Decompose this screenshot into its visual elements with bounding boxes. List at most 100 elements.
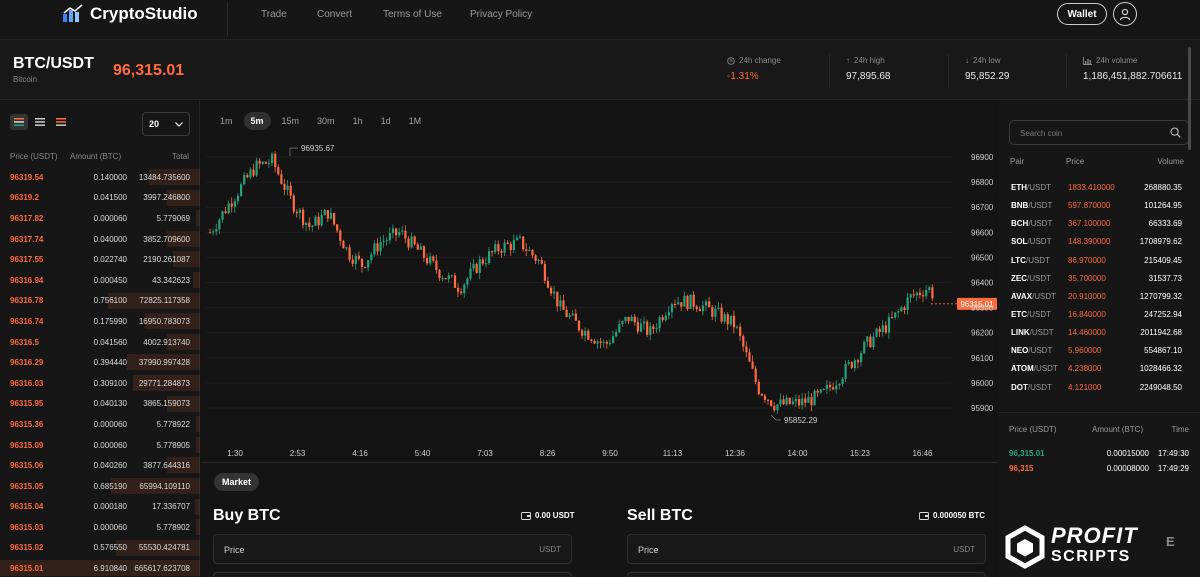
candle-body xyxy=(677,302,680,305)
view-asks-button[interactable] xyxy=(52,114,70,130)
order-book-row[interactable]: 96315.36 0.000060 5.778922 xyxy=(0,414,200,435)
coin-list-scrollbar[interactable] xyxy=(1188,47,1191,150)
coin-quote: /USDT xyxy=(1033,364,1058,374)
coin-row[interactable]: AVAX/USDT 20.910000 1270799.32 xyxy=(999,288,1200,306)
timeframe-1h[interactable]: 1h xyxy=(352,116,363,126)
candle-body xyxy=(717,307,720,309)
order-book-row[interactable]: 96316.74 0.175990 16950.783073 xyxy=(0,311,200,332)
order-book-row[interactable]: 96315.03 0.000060 5.778902 xyxy=(0,517,200,538)
candle-body xyxy=(345,247,348,249)
candle-body xyxy=(224,211,227,213)
coin-volume: 215409.45 xyxy=(1144,255,1182,265)
coin-row[interactable]: ETC/USDT 16.840000 247252.94 xyxy=(999,306,1200,324)
candle-body xyxy=(230,203,233,207)
order-type-market-tab[interactable]: Market xyxy=(214,473,260,491)
nav-convert[interactable]: Convert xyxy=(317,9,353,20)
view-both-button[interactable] xyxy=(10,114,28,130)
coin-row[interactable]: SOL/USDT 148.390000 1708979.62 xyxy=(999,233,1200,251)
order-total: 16950.783073 xyxy=(138,316,190,326)
candle-body xyxy=(782,399,785,405)
coin-row[interactable]: ZEC/USDT 35.700000 31537.73 xyxy=(999,270,1200,288)
coin-row[interactable]: BCH/USDT 367.100000 66333.69 xyxy=(999,215,1200,233)
candle-body xyxy=(630,316,633,322)
field-unit: USDT xyxy=(539,545,561,554)
order-price: 96316.94 xyxy=(10,275,44,285)
sell-amount-field[interactable] xyxy=(627,572,986,577)
order-book-row[interactable]: 96316.5 0.041560 4002.913740 xyxy=(0,332,200,353)
order-book-row[interactable]: 96319.54 0.140000 13484.735600 xyxy=(0,167,200,188)
candle-body xyxy=(556,291,559,307)
order-book-row[interactable]: 96315.06 0.040260 3877.644316 xyxy=(0,455,200,476)
candle-body xyxy=(887,317,891,333)
user-account-button[interactable] xyxy=(1113,2,1137,26)
candle-body xyxy=(429,256,432,264)
order-book-row[interactable]: 96315.05 0.685190 65994.109110 xyxy=(0,476,200,497)
order-book-row[interactable]: 96317.55 0.022740 2190.261087 xyxy=(0,249,200,270)
view-bids-button[interactable] xyxy=(31,114,49,130)
coin-row[interactable]: ATOM/USDT 4.238000 1028466.32 xyxy=(999,360,1200,378)
timeframe-15m[interactable]: 15m xyxy=(281,116,300,126)
candle-body xyxy=(407,238,410,248)
depth-bar xyxy=(132,374,200,391)
timeframe-5m[interactable]: 5m xyxy=(243,112,271,130)
order-book-row[interactable]: 96315.04 0.000180 17.336707 xyxy=(0,497,200,518)
coin-quote: /USDT xyxy=(1027,309,1051,319)
candle-body xyxy=(701,305,705,312)
stat-value: 1,186,451,882.706611 xyxy=(1083,71,1183,82)
buy-amount-field[interactable] xyxy=(213,572,572,577)
candle-body xyxy=(233,201,236,207)
wallet-button[interactable]: Wallet xyxy=(1057,3,1107,25)
coin-row[interactable]: ETH/USDT 1833.410000 268880.35 xyxy=(999,179,1200,197)
candle-body xyxy=(670,304,674,313)
coin-row[interactable]: LTC/USDT 86.970000 215409.45 xyxy=(999,252,1200,270)
candle-body xyxy=(689,294,692,310)
order-amount: 0.576550 xyxy=(93,543,127,553)
order-book-row[interactable]: 96317.82 0.000060 5.779069 xyxy=(0,208,200,229)
coin-search-input[interactable]: Search coin xyxy=(1009,120,1189,145)
nav-privacy[interactable]: Privacy Policy xyxy=(470,9,533,20)
buy-price-field[interactable]: Price USDT xyxy=(213,534,572,564)
coin-row[interactable]: LINK/USDT 14.460000 2011942.68 xyxy=(999,324,1200,342)
candle-body xyxy=(674,304,677,306)
candle-body xyxy=(608,343,612,345)
nav-trade[interactable]: Trade xyxy=(261,9,287,20)
order-total: 3877.644316 xyxy=(143,461,190,471)
order-amount: 0.756100 xyxy=(93,296,127,306)
sell-price-field[interactable]: Price USDT xyxy=(627,534,986,564)
timeframe-30m[interactable]: 30m xyxy=(317,116,335,126)
last-price: 96,315.01 xyxy=(113,62,185,79)
order-book-row[interactable]: 96316.94 0.000450 43.342623 xyxy=(0,270,200,291)
order-book-row[interactable]: 96315.01 6.910840 665617.623708 xyxy=(0,558,200,577)
y-axis-tick-label: 96900 xyxy=(971,153,994,162)
nav-terms[interactable]: Terms of Use xyxy=(383,9,442,20)
depth-bar xyxy=(0,560,200,577)
timeframe-1M[interactable]: 1M xyxy=(408,116,422,126)
candle-body xyxy=(348,247,351,260)
candlestick-chart[interactable]: 96935.67 95852.29 96315.01 96900 96800 96700 9… xyxy=(201,100,998,462)
candle-body xyxy=(559,300,562,307)
order-book-row[interactable]: 96319.2 0.041500 3997.246800 xyxy=(0,188,200,209)
order-book-row[interactable]: 96317.74 0.040000 3852.709600 xyxy=(0,229,200,250)
candle-body xyxy=(627,316,630,322)
order-price: 96315.05 xyxy=(10,481,44,491)
order-book-row[interactable]: 96315.95 0.040130 3865.159073 xyxy=(0,394,200,415)
timeframe-1m[interactable]: 1m xyxy=(220,116,233,126)
coin-row[interactable]: NEO/USDT 5.960000 554867.10 xyxy=(999,342,1200,360)
coin-symbol: LTC/USDT xyxy=(1011,255,1050,265)
depth-select[interactable]: 20 xyxy=(142,112,190,136)
coin-row[interactable]: DOT/USDT 4.121000 2249048.50 xyxy=(999,379,1200,397)
order-book-row[interactable]: 96315.09 0.000060 5.778905 xyxy=(0,435,200,456)
candle-body xyxy=(512,240,515,251)
brand-logo[interactable]: CryptoStudio xyxy=(62,4,198,24)
order-price: 96316.03 xyxy=(10,378,44,388)
order-book-row[interactable]: 96316.03 0.309100 29771.284873 xyxy=(0,373,200,394)
coin-row[interactable]: BNB/USDT 597.870000 101264.95 xyxy=(999,197,1200,215)
user-icon xyxy=(1119,8,1131,20)
timeframe-1d[interactable]: 1d xyxy=(380,116,391,126)
candle-body xyxy=(841,378,844,385)
order-book-row[interactable]: 96316.29 0.394440 37990.997428 xyxy=(0,352,200,373)
candle-body xyxy=(320,215,323,226)
candle-body xyxy=(863,341,866,354)
order-book-row[interactable]: 96316.78 0.756100 72825.117358 xyxy=(0,291,200,312)
order-book-row[interactable]: 96315.02 0.576550 55530.424781 xyxy=(0,538,200,559)
